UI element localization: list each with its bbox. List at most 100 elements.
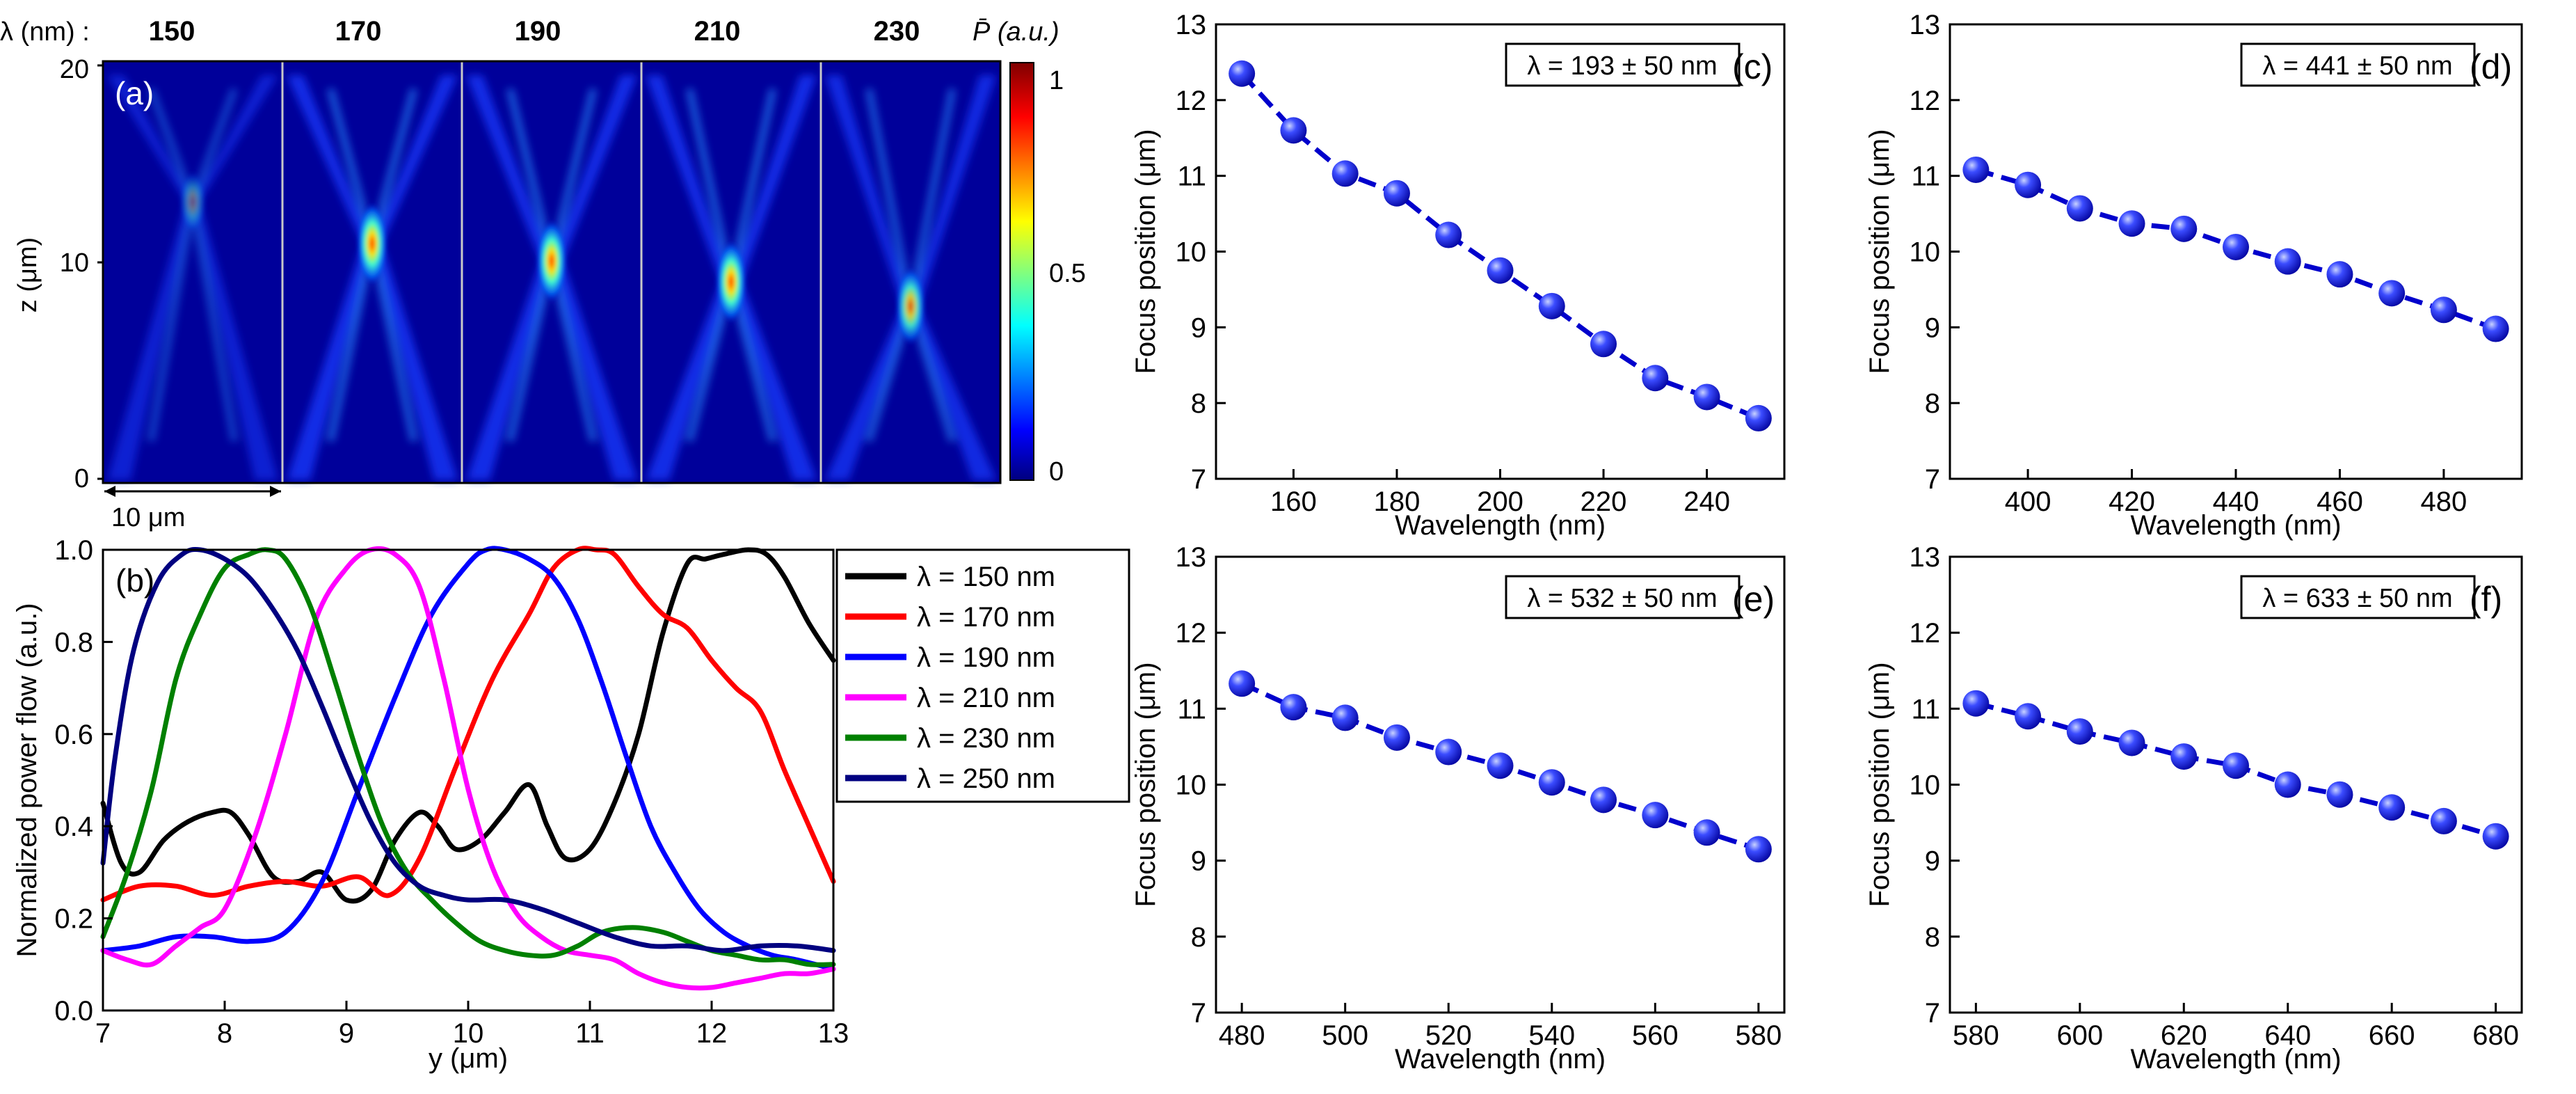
panel-tag-b: (b) xyxy=(115,562,154,598)
panel-f-focus-position: 7 8 9 10 11 12 13 580 600 620 640 660 680 Wavelength … xyxy=(1864,542,2523,1075)
data-point-c-230 xyxy=(1642,365,1669,392)
plot-frame-f xyxy=(1949,555,2523,1014)
y-tick-label: 1.0 xyxy=(54,535,93,566)
data-point-c-180 xyxy=(1383,180,1410,207)
y-tick-label: 0.8 xyxy=(54,627,93,658)
y-tick-label: 9 xyxy=(1191,312,1206,343)
colorbar-tick-05: 0.5 xyxy=(1049,259,1086,288)
field-map-strip xyxy=(103,61,1000,483)
x-axis-label-f: Wavelength (nm) xyxy=(2130,1044,2341,1075)
data-point-f-660 xyxy=(2378,794,2406,821)
panel-b-power-flow: 7 8 9 10 11 12 13 0.0 0.2 0.4 0.6 0.8 1.0 y (μm) Norma… xyxy=(12,535,1130,1074)
x-tick-label: 12 xyxy=(696,1018,728,1049)
focus-spot-210 xyxy=(716,240,746,324)
x-tick-label: 200 xyxy=(1477,486,1523,517)
data-point-d-440 xyxy=(2223,233,2249,260)
colorbar-title: P̄ (a.u.) xyxy=(973,17,1059,47)
x-axis-label-e: Wavelength (nm) xyxy=(1395,1044,1606,1075)
x-tick-label: 440 xyxy=(2213,486,2259,517)
y-tick-label: 11 xyxy=(1911,694,1940,724)
legend-label-3: λ = 190 nm xyxy=(917,642,1055,673)
x-tick-label: 460 xyxy=(2317,486,2363,517)
panel-a-field-maps: λ (nm) : (a) z (μm) 0 10 20 10 μm P̄ (a.… xyxy=(0,16,1086,532)
y-tick-label: 12 xyxy=(1176,86,1207,116)
y-tick-label: 0.6 xyxy=(54,720,93,750)
y-tick-label: 9 xyxy=(1925,846,1940,877)
y-tick-label: 9 xyxy=(1191,846,1206,877)
y-tick-label: 8 xyxy=(1925,388,1940,419)
x-tick-label: 580 xyxy=(1953,1020,1999,1051)
focus-spot-170 xyxy=(357,202,387,285)
colorbar-gradient xyxy=(1009,62,1034,481)
panel-tag-e: (e) xyxy=(1732,580,1775,619)
x-tick-label: 160 xyxy=(1270,486,1317,517)
data-point-e-580 xyxy=(1745,836,1772,863)
wavelength-range-label-d: λ = 441 ± 50 nm xyxy=(2262,51,2452,81)
data-point-e-560 xyxy=(1642,802,1669,829)
x-tick-label: 560 xyxy=(1632,1020,1679,1051)
x-tick-label: 13 xyxy=(818,1018,849,1049)
data-point-e-520 xyxy=(1435,738,1462,766)
y-axis-label-c: Focus position (μm) xyxy=(1130,129,1161,374)
data-point-f-590 xyxy=(2015,703,2042,730)
x-axis-label-b: y (μm) xyxy=(429,1043,508,1074)
y-tick-label: 11 xyxy=(1911,161,1940,192)
data-point-e-480 xyxy=(1229,670,1256,697)
y-tick-label: 10 xyxy=(1176,770,1207,801)
colorbar-tick-1: 1 xyxy=(1049,66,1064,95)
data-point-d-420 xyxy=(2118,210,2145,237)
x-tick-label: 180 xyxy=(1374,486,1421,517)
x-tick-label: 580 xyxy=(1735,1020,1782,1051)
data-point-f-670 xyxy=(2430,807,2457,834)
data-point-c-170 xyxy=(1331,160,1359,187)
data-point-e-530 xyxy=(1487,752,1514,779)
legend-label-2: λ = 170 nm xyxy=(917,602,1055,633)
y-tick-label: 13 xyxy=(1176,542,1207,573)
z-tick-0: 0 xyxy=(74,464,89,493)
y-tick-label: 8 xyxy=(1191,922,1206,953)
series-line-2 xyxy=(100,546,836,903)
data-point-c-250 xyxy=(1745,404,1772,431)
y-tick-label: 13 xyxy=(1910,542,1941,573)
y-tick-label: 10 xyxy=(1910,770,1941,801)
x-tick-label: 660 xyxy=(2369,1020,2415,1051)
series-line-5 xyxy=(100,547,836,967)
panel-tag-f: (f) xyxy=(2470,580,2502,619)
wavelength-label-210: 210 xyxy=(694,16,741,47)
data-point-c-210 xyxy=(1538,292,1565,319)
x-tick-label: 400 xyxy=(2005,486,2051,517)
legend-label-1: λ = 150 nm xyxy=(917,562,1055,592)
data-point-d-480 xyxy=(2430,296,2457,324)
data-point-d-470 xyxy=(2378,280,2406,307)
x-tick-label: 240 xyxy=(1683,486,1730,517)
colorbar: P̄ (a.u.) 1 0.5 0 xyxy=(973,17,1086,486)
legend-label-4: λ = 210 nm xyxy=(917,683,1055,713)
data-point-e-510 xyxy=(1383,724,1410,751)
focus-spot-150 xyxy=(179,171,207,233)
legend-label-5: λ = 230 nm xyxy=(917,723,1055,754)
x-axis-label-c: Wavelength (nm) xyxy=(1395,510,1606,541)
y-tick-label: 13 xyxy=(1910,10,1941,40)
y-tick-label: 8 xyxy=(1191,388,1206,419)
x-tick-label: 8 xyxy=(217,1018,232,1049)
x-tick-label: 620 xyxy=(2161,1020,2207,1051)
y-axis-label-d: Focus position (μm) xyxy=(1864,129,1895,374)
data-point-f-620 xyxy=(2170,743,2198,770)
field-map-frame xyxy=(102,60,1002,484)
y-tick-label: 0.2 xyxy=(54,904,93,935)
series-dashed-line-c xyxy=(1240,72,1760,421)
legend-b: λ = 150 nm λ = 170 nm λ = 190 nm λ = 210 nm… xyxy=(835,548,1130,803)
y-tick-label: 0.0 xyxy=(54,996,93,1026)
y-axis-label-b: Normalized power flow (a.u.) xyxy=(12,603,42,957)
panel-c-focus-position: 7 8 9 10 11 12 13 160 180 200 220 240 Wavelength (nm… xyxy=(1130,10,1786,541)
legend-label-6: λ = 250 nm xyxy=(917,763,1055,794)
wavelength-range-label-c: λ = 193 ± 50 nm xyxy=(1527,51,1717,81)
x-tick-label: 480 xyxy=(1219,1020,1265,1051)
y-tick-label: 10 xyxy=(1910,237,1941,268)
y-tick-label: 7 xyxy=(1925,998,1940,1029)
data-point-d-460 xyxy=(2326,261,2353,288)
wavelength-range-box-d xyxy=(2240,42,2476,87)
panel-d-focus-position: 7 8 9 10 11 12 13 400 420 440 460 480 Wavelength (nm… xyxy=(1864,10,2523,541)
data-point-f-680 xyxy=(2482,823,2509,850)
